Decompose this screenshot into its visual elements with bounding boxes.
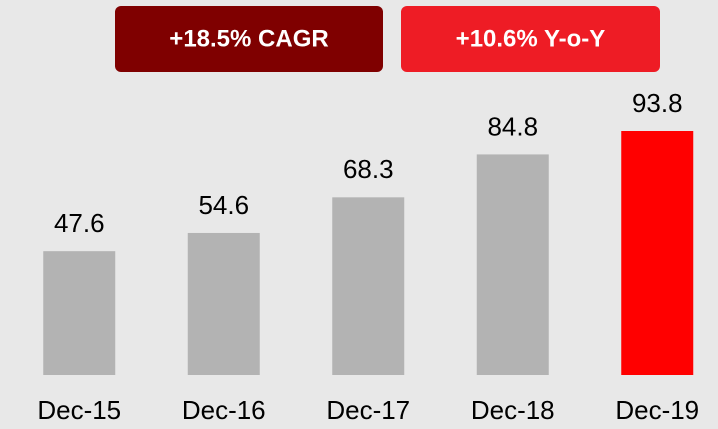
- bar: [187, 232, 260, 375]
- value-label: 68.3: [343, 154, 394, 184]
- x-tick-label: Dec-19: [615, 395, 699, 425]
- x-tick-label: Dec-15: [37, 395, 121, 425]
- bar: [621, 131, 694, 375]
- value-label: 47.6: [54, 208, 105, 238]
- value-label: 93.8: [632, 88, 683, 118]
- annotation-box: [401, 6, 660, 72]
- annotation-box: [115, 6, 383, 72]
- x-tick-label: Dec-17: [326, 395, 410, 425]
- x-tick-label: Dec-18: [471, 395, 555, 425]
- annotation: +10.6% Y-o-Y: [456, 25, 606, 52]
- bar: [476, 154, 549, 375]
- x-tick-label: Dec-16: [182, 395, 266, 425]
- value-label: 54.6: [198, 190, 249, 220]
- annotation: +18.5% CAGR: [169, 25, 328, 52]
- bar: [43, 251, 116, 375]
- value-label: 84.8: [487, 111, 538, 141]
- bar: [332, 197, 405, 375]
